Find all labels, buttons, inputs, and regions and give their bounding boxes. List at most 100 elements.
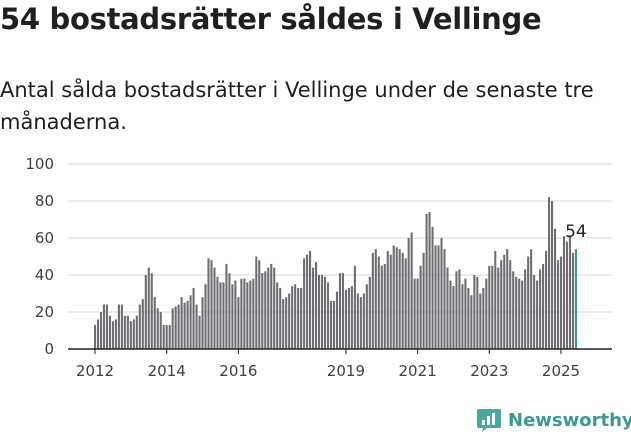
bar bbox=[198, 315, 201, 349]
bar bbox=[571, 252, 574, 349]
bar bbox=[401, 252, 404, 349]
y-tick-label: 60 bbox=[35, 229, 54, 247]
chart-title: 54 bostadsrätter såldes i Vellinge bbox=[0, 2, 542, 36]
bar bbox=[159, 312, 162, 349]
bar bbox=[530, 249, 533, 349]
bar bbox=[129, 321, 132, 349]
bar bbox=[153, 297, 156, 349]
bar bbox=[550, 201, 554, 349]
y-tick-label: 100 bbox=[25, 155, 54, 173]
bar bbox=[542, 263, 545, 349]
bar bbox=[138, 304, 141, 349]
x-tick-label: 2019 bbox=[327, 362, 365, 380]
bar bbox=[177, 304, 180, 349]
bar bbox=[362, 293, 365, 349]
bar bbox=[389, 254, 392, 349]
bar bbox=[126, 315, 129, 349]
bar bbox=[162, 324, 165, 349]
bar bbox=[204, 284, 207, 349]
bar bbox=[156, 308, 159, 349]
bar bbox=[440, 238, 443, 349]
bar bbox=[192, 287, 195, 349]
bar bbox=[497, 267, 500, 349]
bar bbox=[285, 297, 288, 349]
bar bbox=[539, 269, 542, 349]
y-tick-label: 20 bbox=[35, 303, 54, 321]
y-tick-label: 40 bbox=[35, 266, 54, 284]
bar bbox=[243, 278, 246, 349]
bar bbox=[473, 275, 476, 349]
bar bbox=[458, 269, 461, 349]
bar-latest bbox=[574, 249, 577, 349]
bar bbox=[252, 278, 255, 349]
bar bbox=[398, 249, 401, 349]
newsworthy-icon bbox=[477, 409, 501, 432]
bar bbox=[309, 250, 312, 349]
bar bbox=[461, 284, 464, 349]
bar bbox=[419, 265, 422, 349]
bar bbox=[533, 275, 536, 349]
bar bbox=[96, 319, 100, 349]
bar bbox=[225, 263, 228, 349]
bar bbox=[288, 293, 291, 349]
bar bbox=[428, 212, 431, 349]
bar bbox=[174, 306, 177, 349]
bar bbox=[183, 302, 186, 349]
bar bbox=[431, 226, 434, 349]
bar bbox=[353, 265, 356, 349]
bar bbox=[261, 273, 264, 349]
bar bbox=[518, 278, 521, 349]
x-tick-label: 2021 bbox=[399, 362, 437, 380]
latest-value-label: 54 bbox=[565, 222, 587, 242]
bar bbox=[231, 284, 234, 349]
bar bbox=[392, 245, 395, 349]
bar bbox=[341, 273, 344, 349]
bar bbox=[258, 260, 261, 349]
bar bbox=[240, 278, 243, 349]
bar bbox=[326, 282, 330, 349]
bar bbox=[446, 267, 449, 349]
bar bbox=[132, 319, 135, 349]
bar bbox=[105, 304, 108, 349]
bar bbox=[312, 267, 315, 349]
bar bbox=[291, 286, 294, 349]
bar bbox=[515, 276, 518, 349]
bar bbox=[99, 312, 103, 349]
bar bbox=[374, 249, 377, 349]
bar bbox=[386, 250, 389, 349]
bar bbox=[222, 282, 225, 349]
bar bbox=[506, 249, 509, 349]
bar bbox=[395, 247, 398, 349]
bar bbox=[443, 249, 446, 349]
bar bbox=[365, 284, 368, 349]
bar bbox=[479, 293, 482, 349]
bar bbox=[350, 286, 353, 349]
y-tick-label: 0 bbox=[44, 340, 54, 358]
bar bbox=[437, 245, 440, 349]
bar bbox=[323, 276, 327, 349]
bar bbox=[264, 271, 267, 349]
bar bbox=[482, 287, 485, 349]
bar bbox=[548, 197, 551, 349]
bar bbox=[347, 287, 350, 349]
bar bbox=[141, 299, 144, 349]
bar-chart: 0 20 40 60 80 100 2012 2014 2016 2019 2021 2023 2025… bbox=[25, 155, 612, 380]
bar bbox=[303, 258, 306, 349]
bar bbox=[207, 258, 210, 349]
bar bbox=[276, 282, 279, 349]
bar bbox=[93, 324, 97, 349]
bar bbox=[300, 287, 303, 349]
bar bbox=[168, 324, 171, 349]
bar bbox=[332, 300, 336, 349]
bar bbox=[422, 252, 425, 349]
x-tick-label: 2025 bbox=[542, 362, 580, 380]
bar bbox=[494, 250, 497, 349]
bar bbox=[180, 297, 183, 349]
bar bbox=[491, 265, 494, 349]
bar bbox=[237, 297, 240, 349]
bar bbox=[108, 315, 111, 349]
newsworthy-logo: Newsworthy bbox=[476, 407, 631, 433]
bar bbox=[455, 271, 458, 349]
bar bbox=[368, 276, 371, 349]
bar bbox=[425, 213, 428, 349]
